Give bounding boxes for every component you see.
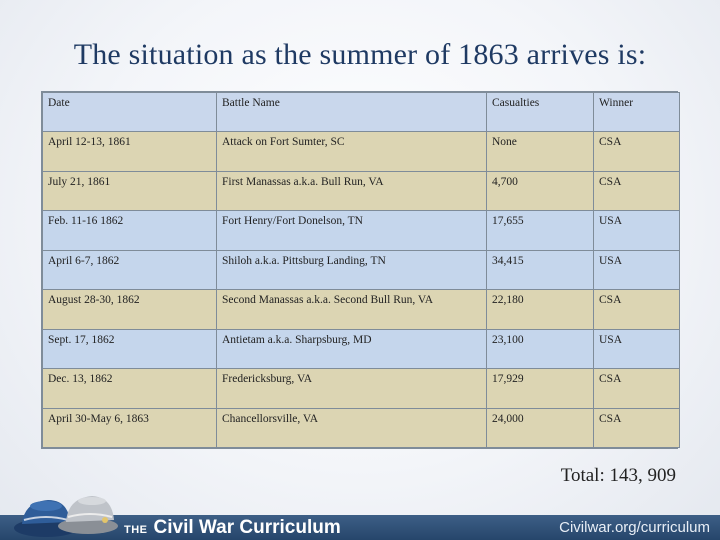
table-row: Sept. 17, 1862 Antietam a.k.a. Sharpsbur… (42, 328, 680, 370)
casualties-total: Total: 143, 909 (560, 465, 676, 486)
cell-winner: CSA (593, 131, 680, 172)
table-row: Feb. 11-16 1862 Fort Henry/Fort Donelson… (42, 210, 680, 251)
battles-table: Date Battle Name Casualties Winner April… (41, 91, 680, 449)
footer-brand-the: THE (124, 524, 148, 536)
cell-battle: Fredericksburg, VA (216, 368, 487, 409)
cell-date: April 30-May 6, 1863 (42, 407, 217, 448)
cell-casualties: 17,929 (486, 368, 594, 409)
header-battle-name: Battle Name (216, 91, 487, 133)
cell-winner: CSA (593, 368, 680, 409)
cell-battle: Second Manassas a.k.a. Second Bull Run, … (216, 289, 487, 330)
cell-battle: Fort Henry/Fort Donelson, TN (216, 210, 487, 251)
footer-brand: THE Civil War Curriculum (124, 517, 341, 539)
cell-casualties: 4,700 (486, 170, 594, 212)
footer-bar: THE Civil War Curriculum Civilwar.org/cur… (0, 515, 720, 540)
cell-battle: Chancellorsville, VA (216, 407, 487, 448)
cell-date: April 6-7, 1862 (42, 249, 217, 291)
cell-winner: CSA (593, 289, 680, 330)
cell-casualties: 34,415 (486, 249, 594, 291)
cell-date: Sept. 17, 1862 (42, 328, 217, 370)
table-row: July 21, 1861 First Manassas a.k.a. Bull… (42, 170, 680, 212)
cell-casualties: 22,180 (486, 289, 594, 330)
cell-date: August 28-30, 1862 (42, 289, 217, 330)
slide-title: The situation as the summer of 1863 arri… (73, 38, 647, 71)
cell-winner: USA (593, 328, 680, 370)
cell-date: July 21, 1861 (42, 170, 217, 212)
cell-date: April 12-13, 1861 (42, 131, 217, 172)
cell-casualties: 17,655 (486, 210, 594, 251)
table-header-row: Date Battle Name Casualties Winner (42, 91, 680, 133)
footer-brand-name: Civil War Curriculum (153, 517, 341, 538)
table-row: August 28-30, 1862 Second Manassas a.k.a… (42, 289, 680, 330)
cell-battle: Shiloh a.k.a. Pittsburg Landing, TN (216, 249, 487, 291)
footer-url: Civilwar.org/curriculum (559, 519, 710, 536)
cell-winner: CSA (593, 170, 680, 212)
cell-date: Dec. 13, 1862 (42, 368, 217, 409)
cell-battle: Antietam a.k.a. Sharpsburg, MD (216, 328, 487, 370)
cell-casualties: 24,000 (486, 407, 594, 448)
cell-winner: CSA (593, 407, 680, 448)
header-winner: Winner (593, 91, 680, 133)
cell-date: Feb. 11-16 1862 (42, 210, 217, 251)
cell-casualties: 23,100 (486, 328, 594, 370)
cell-battle: First Manassas a.k.a. Bull Run, VA (216, 170, 487, 212)
cell-winner: USA (593, 210, 680, 251)
union-confederate-caps-icon (14, 496, 118, 537)
header-date: Date (42, 91, 217, 133)
table-row: April 6-7, 1862 Shiloh a.k.a. Pittsburg … (42, 249, 680, 291)
table-row: Dec. 13, 1862 Fredericksburg, VA 17,929 … (42, 368, 680, 409)
header-casualties: Casualties (486, 91, 594, 133)
cell-winner: USA (593, 249, 680, 291)
table-row: April 30-May 6, 1863 Chancellorsville, V… (42, 407, 680, 448)
cell-battle: Attack on Fort Sumter, SC (216, 131, 487, 172)
table-row: April 12-13, 1861 Attack on Fort Sumter,… (42, 131, 680, 172)
cell-casualties: None (486, 131, 594, 172)
